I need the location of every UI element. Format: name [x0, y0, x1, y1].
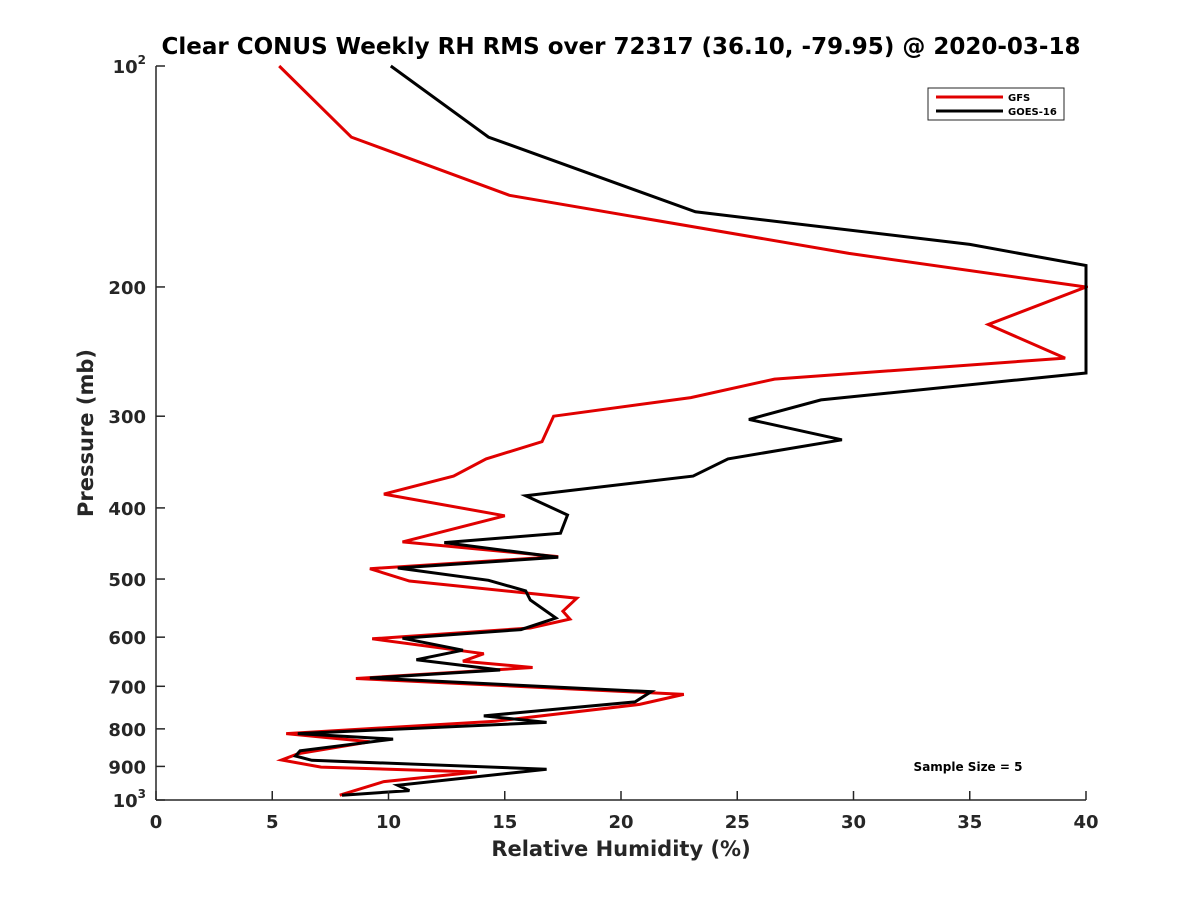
y-tick-label: 102 [113, 53, 146, 78]
y-ticks: 102 200 300 400 500 600 700 800 900 103 [108, 53, 165, 812]
plot-area [276, 64, 1088, 797]
y-tick-label: 700 [108, 677, 146, 698]
y-tick-label: 600 [108, 628, 146, 649]
x-tick-label: 30 [841, 812, 866, 833]
legend-label: GFS [1008, 93, 1030, 104]
y-tick-label: 103 [113, 787, 146, 812]
sample-size-annotation: Sample Size = 5 [914, 760, 1023, 774]
chart-title: Clear CONUS Weekly RH RMS over 72317 (36… [162, 34, 1081, 60]
series-line-goes-16 [292, 64, 1088, 797]
y-tick-label: 900 [108, 757, 146, 778]
x-tick-label: 25 [725, 812, 750, 833]
y-tick-label: 400 [108, 499, 146, 520]
y-tick-label: 200 [108, 278, 146, 299]
legend-box [927, 87, 1065, 121]
x-axis-label: Relative Humidity (%) [491, 837, 750, 861]
x-tick-label: 15 [492, 812, 517, 833]
legend: GFS GOES-16 [927, 87, 1065, 121]
x-ticks: 0 5 10 15 20 25 30 35 40 [150, 791, 1099, 833]
x-tick-label: 35 [957, 812, 982, 833]
x-tick-label: 20 [608, 812, 633, 833]
y-tick-label: 800 [108, 720, 146, 741]
y-axis-label: Pressure (mb) [74, 349, 98, 517]
y-tick-label: 500 [108, 570, 146, 591]
series-line-gfs [276, 64, 1088, 797]
x-tick-label: 0 [150, 812, 163, 833]
legend-label: GOES-16 [1008, 107, 1057, 118]
x-tick-label: 40 [1073, 812, 1098, 833]
x-tick-label: 5 [266, 812, 279, 833]
y-tick-label: 300 [108, 407, 146, 428]
x-tick-label: 10 [376, 812, 401, 833]
